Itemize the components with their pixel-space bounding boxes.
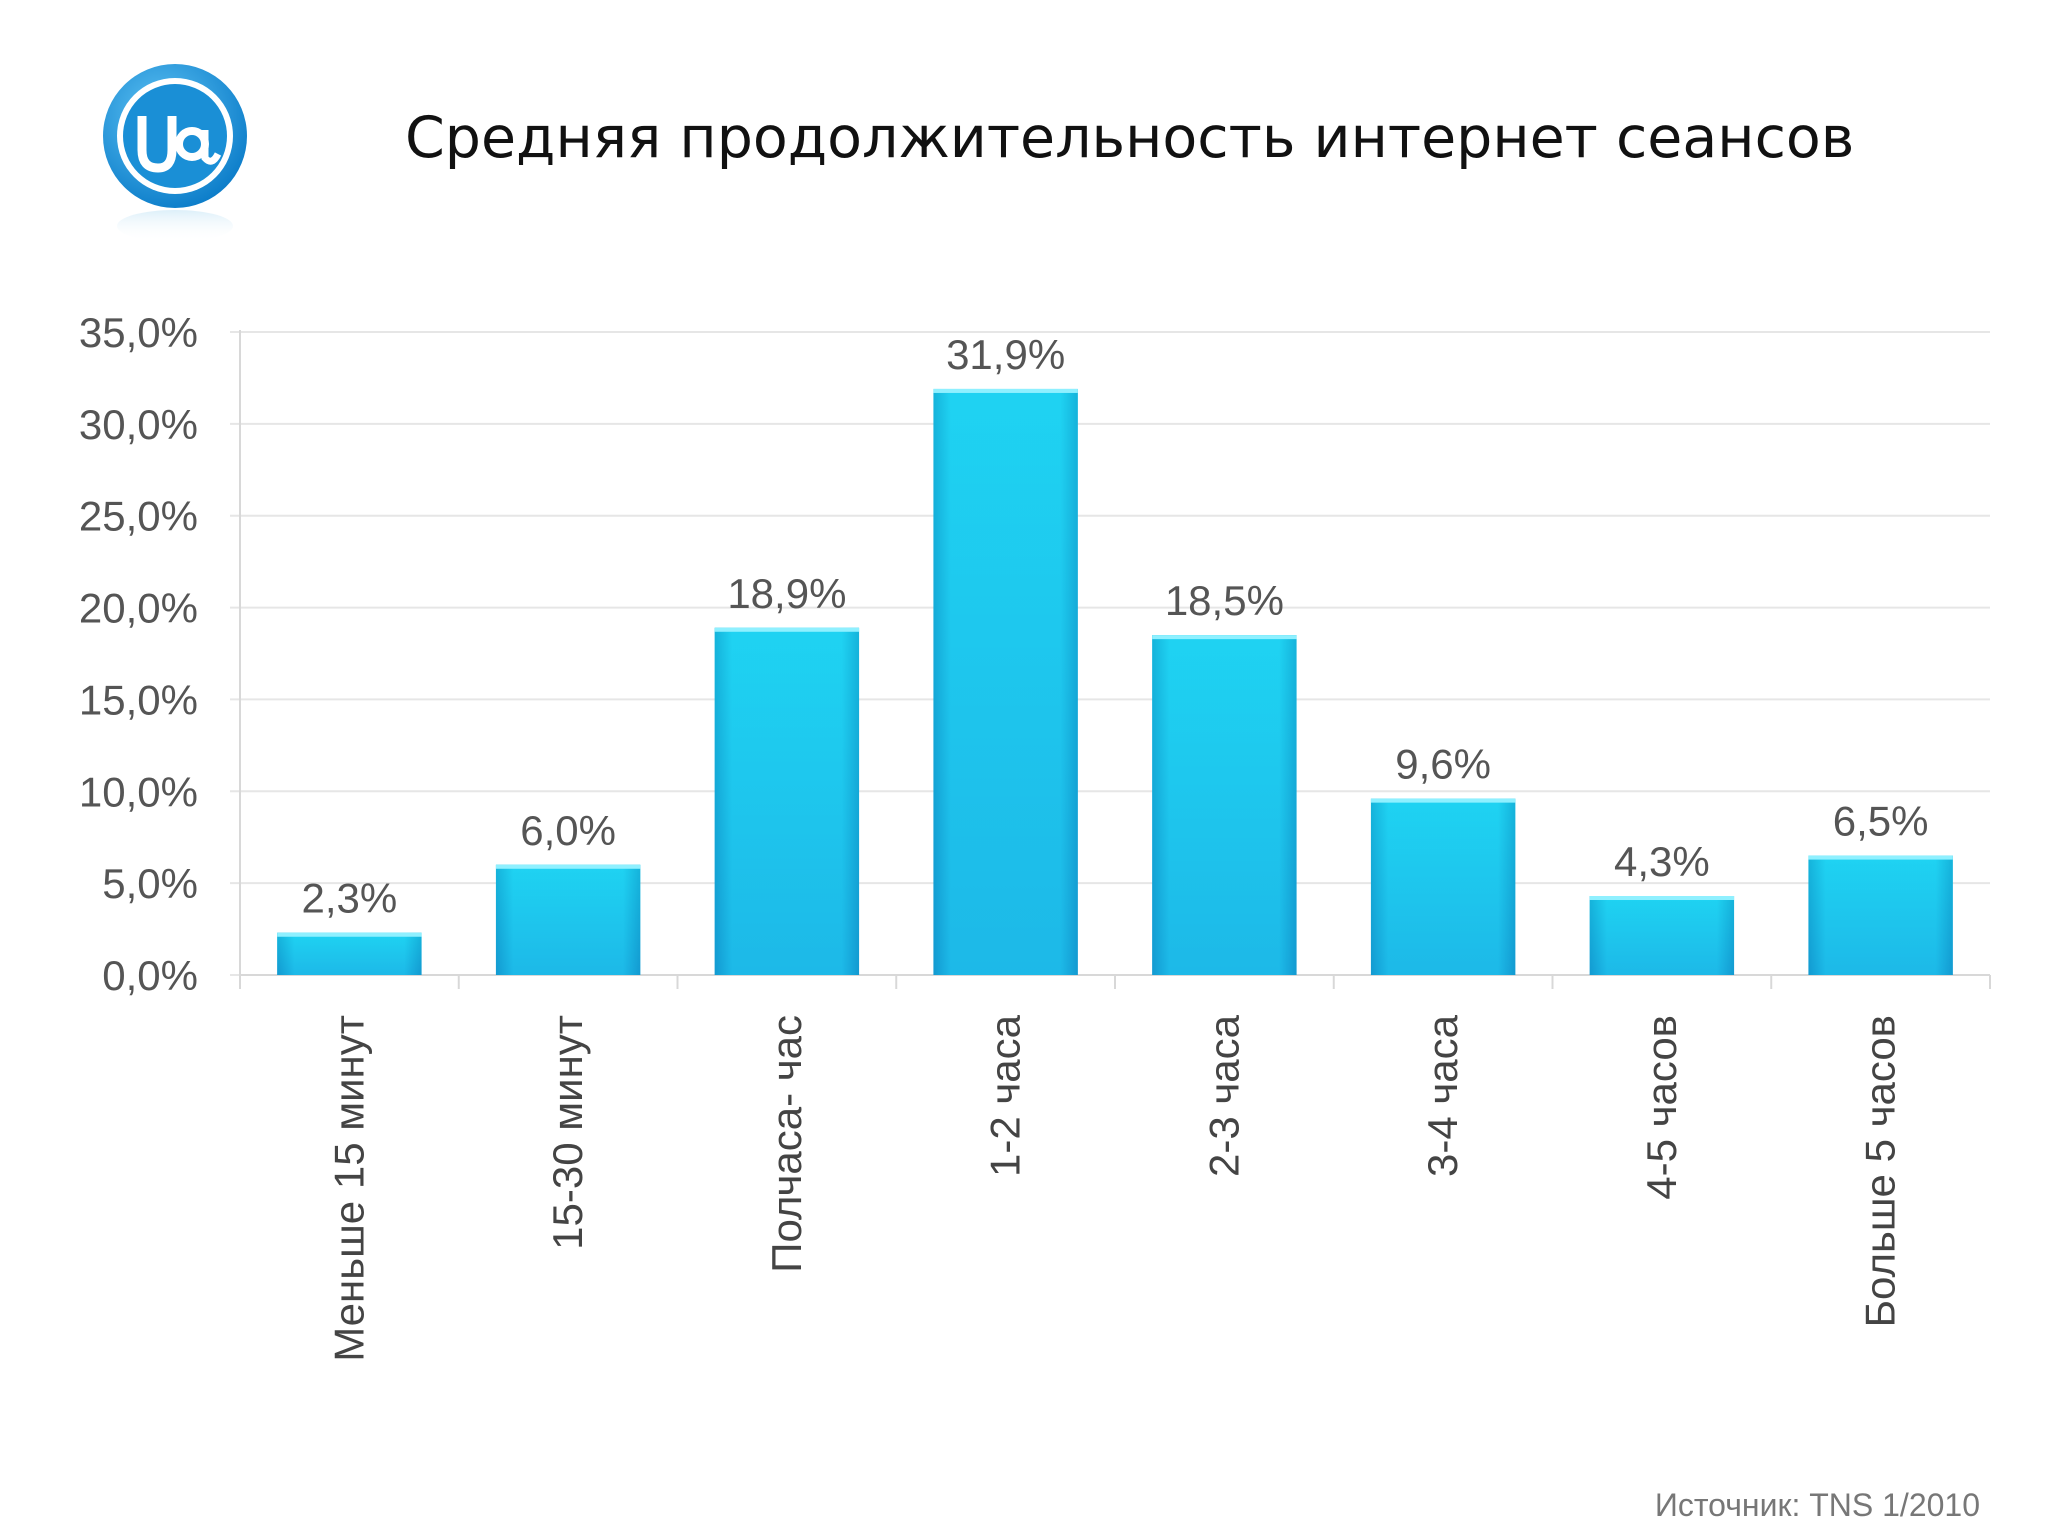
labels: 0,0% 5,0% 10,0% 15,0% 20,0% 25,0% 30,0% 35,0% 2,…: [79, 309, 1929, 1362]
y-tick-label: 20,0%: [79, 585, 198, 632]
y-tick-label: 10,0%: [79, 768, 198, 815]
category-label: Больше 5 часов: [1857, 1015, 1904, 1328]
bar-top-highlight: [1370, 798, 1516, 803]
bar-shading: [277, 932, 422, 975]
y-tick-label: 35,0%: [79, 309, 198, 356]
data-label: 6,5%: [1833, 798, 1929, 845]
bar-top-highlight: [1589, 896, 1735, 901]
category-label: 1-2 часа: [982, 1014, 1029, 1177]
data-label: 31,9%: [946, 331, 1065, 378]
category-label: 15-30 минут: [544, 1015, 591, 1250]
bar-shading: [1808, 855, 1953, 975]
y-tick-label: 25,0%: [79, 493, 198, 540]
category-label: 2-3 часа: [1200, 1014, 1247, 1177]
category-label: Полчаса- час: [763, 1015, 810, 1273]
category-label: 4-5 часов: [1638, 1015, 1685, 1200]
grid-lines: [230, 331, 1990, 976]
category-label: Меньше 15 минут: [325, 1015, 372, 1362]
data-label: 6,0%: [520, 807, 616, 854]
y-tick-label: 15,0%: [79, 676, 198, 723]
data-label: 2,3%: [302, 875, 398, 922]
bar-shading: [714, 627, 860, 975]
bar-top-highlight: [714, 627, 860, 632]
bar-top-highlight: [277, 932, 422, 937]
bar-shading: [495, 864, 641, 975]
bar-top-highlight: [495, 864, 641, 869]
y-tick-label: 5,0%: [102, 860, 198, 907]
data-label: 18,5%: [1165, 577, 1284, 624]
data-label: 4,3%: [1614, 838, 1710, 885]
category-label: 3-4 часа: [1419, 1014, 1466, 1177]
chart-title: Средняя продолжительность интернет сеанс…: [405, 105, 1855, 171]
y-tick-label: 30,0%: [79, 401, 198, 448]
source-note: Источник: TNS 1/2010: [1654, 1487, 1980, 1523]
bars: [277, 388, 1953, 975]
bar-shading: [933, 388, 1078, 975]
bar-shading: [1152, 635, 1297, 975]
y-tick-label: 0,0%: [102, 952, 198, 999]
ua-logo-icon: [103, 64, 247, 242]
bar-top-highlight: [1152, 635, 1297, 640]
bar-top-highlight: [1808, 855, 1953, 860]
bar-shading: [1370, 798, 1516, 975]
data-label: 9,6%: [1395, 741, 1491, 788]
data-label: 18,9%: [727, 570, 846, 617]
bar-top-highlight: [933, 388, 1078, 393]
bar-shading: [1589, 896, 1735, 975]
